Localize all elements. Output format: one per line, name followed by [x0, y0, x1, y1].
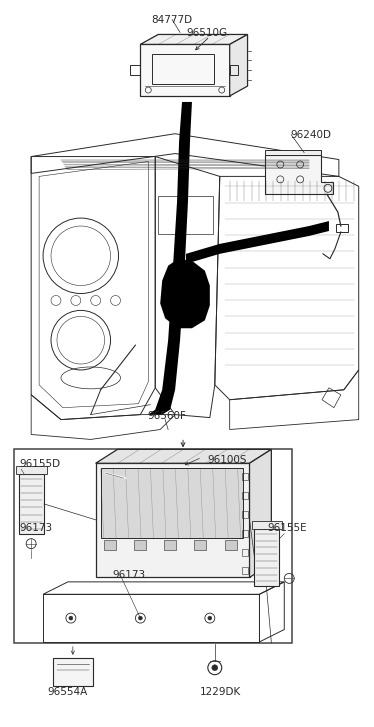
- Polygon shape: [96, 449, 272, 463]
- Bar: [104, 539, 116, 550]
- Bar: [194, 539, 206, 550]
- Bar: [252, 521, 282, 529]
- Bar: [242, 511, 248, 518]
- Polygon shape: [140, 34, 248, 44]
- Bar: [53, 658, 93, 686]
- Bar: [134, 539, 146, 550]
- Bar: [14, 449, 292, 643]
- Bar: [230, 65, 237, 75]
- Polygon shape: [230, 34, 248, 96]
- Text: 96554A: 96554A: [47, 686, 87, 696]
- Bar: [164, 539, 176, 550]
- Bar: [242, 549, 248, 555]
- Polygon shape: [266, 150, 321, 155]
- Bar: [158, 196, 213, 234]
- Bar: [242, 568, 248, 574]
- Bar: [131, 65, 140, 75]
- Polygon shape: [266, 155, 333, 194]
- Bar: [152, 55, 214, 84]
- Bar: [242, 530, 248, 537]
- Polygon shape: [160, 259, 210, 329]
- Bar: [242, 492, 248, 499]
- Text: 96100S: 96100S: [208, 455, 247, 465]
- Bar: [336, 224, 348, 232]
- Polygon shape: [249, 449, 272, 577]
- Circle shape: [208, 616, 212, 620]
- Circle shape: [69, 616, 73, 620]
- Text: 96173: 96173: [19, 523, 52, 533]
- Polygon shape: [148, 102, 192, 414]
- Bar: [16, 466, 47, 474]
- Bar: [101, 468, 243, 538]
- Text: 96155D: 96155D: [19, 459, 60, 470]
- Bar: [242, 473, 248, 480]
- Bar: [140, 44, 230, 96]
- Circle shape: [212, 664, 218, 671]
- Text: 96510G: 96510G: [186, 28, 227, 38]
- Text: 96173: 96173: [113, 571, 146, 580]
- Text: 96155E: 96155E: [267, 523, 307, 533]
- Bar: [19, 474, 44, 534]
- Bar: [96, 463, 249, 577]
- Text: 84777D: 84777D: [151, 15, 192, 25]
- Bar: [254, 529, 279, 587]
- Text: 1229DK: 1229DK: [200, 686, 241, 696]
- Text: 96240D: 96240D: [290, 129, 331, 140]
- Text: 96560F: 96560F: [147, 411, 186, 421]
- Bar: [225, 539, 237, 550]
- Polygon shape: [186, 221, 329, 264]
- Circle shape: [138, 616, 142, 620]
